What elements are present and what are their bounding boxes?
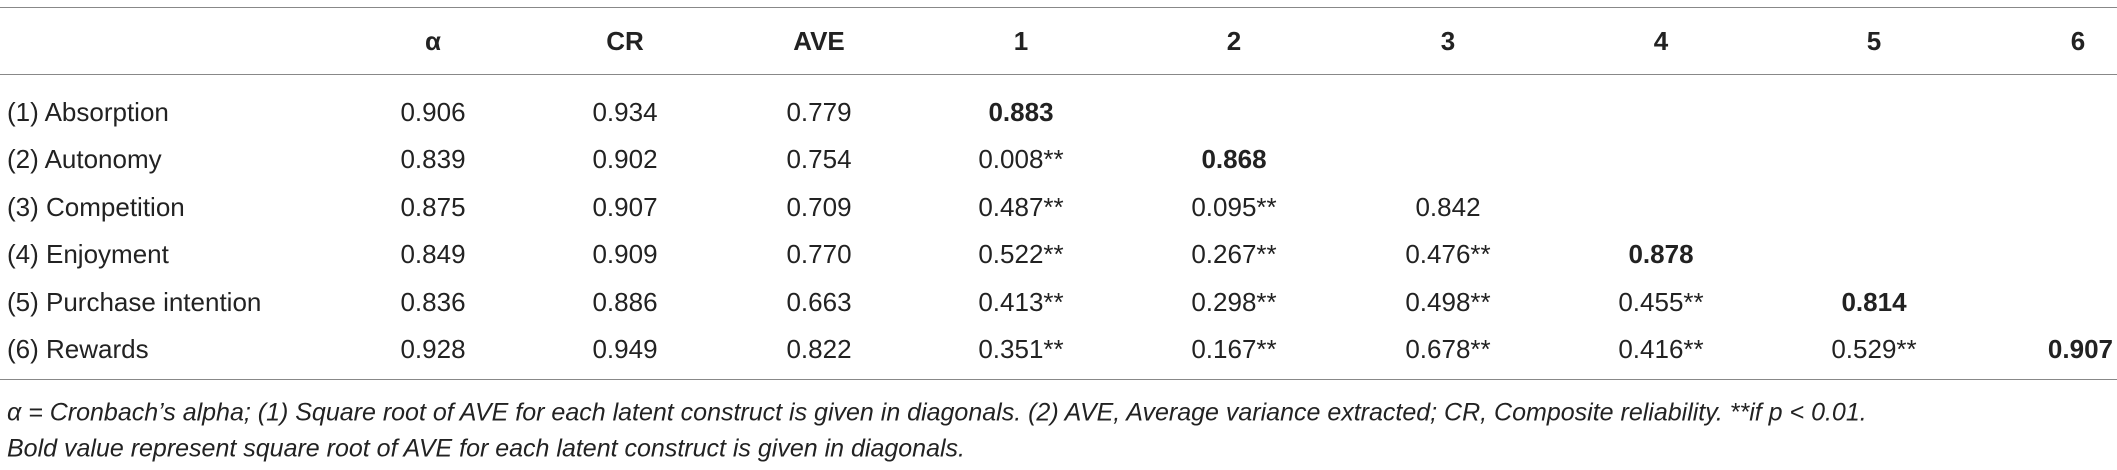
- table-cell: 0.267**: [1191, 239, 1277, 270]
- column-header: CR: [606, 26, 644, 56]
- table-cell: 0.875: [400, 191, 466, 222]
- table-cell: 0.413**: [978, 286, 1064, 317]
- table-cell: 0.770: [786, 239, 852, 270]
- table-cell: 0.949: [592, 334, 658, 364]
- table-cell: 0.907: [2047, 334, 2113, 364]
- table-cell: 0.839: [400, 144, 466, 175]
- column-header: 2: [1226, 26, 1242, 56]
- table-cell: 0.849: [400, 239, 466, 270]
- table-cell: 0.906: [400, 97, 466, 127]
- table-cell: 0.522**: [978, 239, 1064, 270]
- column-header: 4: [1653, 26, 1669, 56]
- header-rule: [0, 74, 2117, 75]
- table-cell: 0.754: [786, 144, 852, 175]
- column-header: α: [425, 26, 441, 56]
- table-cell: 0.822: [786, 334, 852, 364]
- table-cell: 0.883: [988, 97, 1054, 127]
- table-cell: 0.907: [592, 191, 658, 222]
- row-label: (6) Rewards: [7, 334, 149, 364]
- row-label: (1) Absorption: [7, 97, 169, 127]
- table-cell: 0.814: [1841, 286, 1907, 317]
- top-rule: [0, 7, 2117, 8]
- table-cell: 0.842: [1415, 191, 1481, 222]
- table-cell: 0.095**: [1191, 191, 1277, 222]
- table-cell: 0.008**: [978, 144, 1064, 175]
- column-header: 1: [1013, 26, 1029, 56]
- row-label: (5) Purchase intention: [7, 286, 262, 317]
- table-cell: 0.878: [1628, 239, 1694, 270]
- table-cell: 0.663: [786, 286, 852, 317]
- footnote: Bold value represent square root of AVE …: [7, 434, 965, 463]
- row-label: (2) Autonomy: [7, 144, 162, 175]
- row-label: (3) Competition: [7, 191, 185, 222]
- table-cell: 0.934: [592, 97, 658, 127]
- table-cell: 0.779: [786, 97, 852, 127]
- table-cell: 0.351**: [978, 334, 1064, 364]
- table-cell: 0.476**: [1405, 239, 1491, 270]
- row-label: (4) Enjoyment: [7, 239, 169, 270]
- table-cell: 0.416**: [1618, 334, 1704, 364]
- table-cell: 0.298**: [1191, 286, 1277, 317]
- table-cell: 0.167**: [1191, 334, 1277, 364]
- bottom-rule: [0, 379, 2117, 380]
- table-cell: 0.909: [592, 239, 658, 270]
- column-header: AVE: [793, 26, 845, 56]
- column-header: 6: [2070, 26, 2086, 56]
- table-cell: 0.836: [400, 286, 466, 317]
- column-header: 5: [1866, 26, 1882, 56]
- table-cell: 0.487**: [978, 191, 1064, 222]
- table-cell: 0.678**: [1405, 334, 1491, 364]
- table-cell: 0.928: [400, 334, 466, 364]
- table-cell: 0.455**: [1618, 286, 1704, 317]
- table-cell: 0.868: [1201, 144, 1267, 175]
- column-header: 3: [1440, 26, 1456, 56]
- table-cell: 0.886: [592, 286, 658, 317]
- table-cell: 0.529**: [1831, 334, 1917, 364]
- table-cell: 0.498**: [1405, 286, 1491, 317]
- table-cell: 0.709: [786, 191, 852, 222]
- table-cell: 0.902: [592, 144, 658, 175]
- footnote: α = Cronbach’s alpha; (1) Square root of…: [7, 398, 1867, 427]
